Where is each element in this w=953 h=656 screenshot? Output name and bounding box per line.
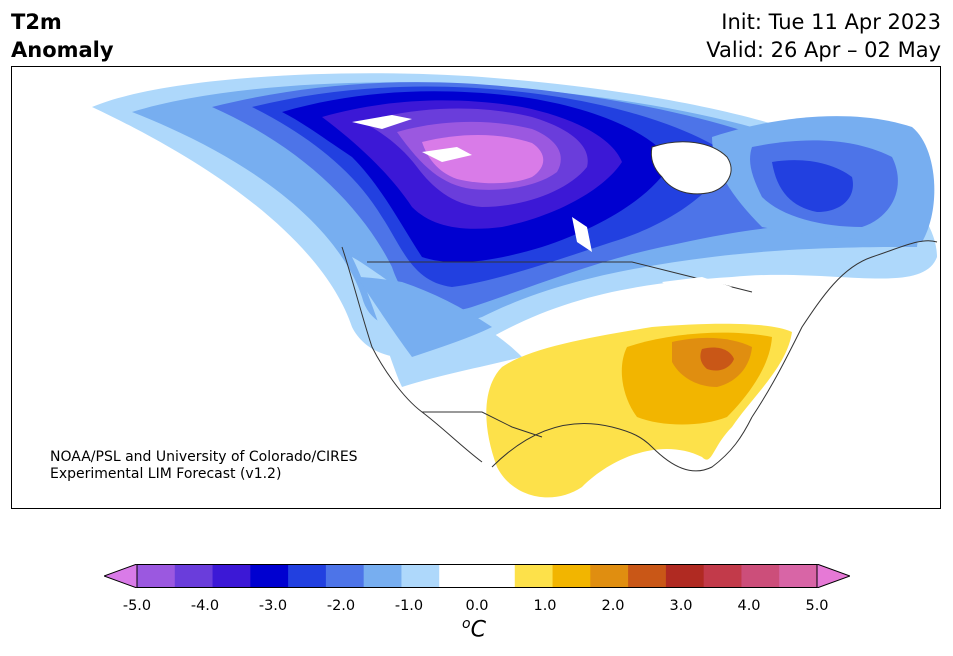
unit-degree-sup: o — [462, 616, 471, 632]
colorbar-box — [137, 564, 176, 588]
colorbar-frame — [136, 564, 818, 588]
colorbar-svg — [102, 563, 852, 589]
colorbar-tick-label: -2.0 — [326, 598, 356, 614]
title-line-1: T2m — [11, 10, 62, 34]
colorbar-box — [288, 564, 327, 588]
unit-letter: C — [470, 617, 486, 643]
colorbar-ticks: -5.0 -4.0 -3.0 -2.0 -1.0 0.0 1.0 2.0 3.0 4.0 5.0 — [0, 598, 953, 618]
valid-dates: Valid: 26 Apr – 02 May — [706, 38, 941, 62]
colorbar-box — [174, 564, 214, 588]
colorbar-tick-label: 0.0 — [465, 598, 489, 614]
colorbar-box — [741, 564, 780, 588]
colorbar-tick-label: -1.0 — [394, 598, 424, 614]
colorbar — [102, 563, 852, 589]
colorbar-box — [401, 564, 440, 588]
colorbar-tick-label: 4.0 — [737, 598, 761, 614]
colorbar-box — [628, 564, 667, 588]
colorbar-tick-label: 3.0 — [669, 598, 693, 614]
contour-cold-west-2 — [357, 277, 492, 357]
lakes — [352, 115, 732, 297]
colorbar-box — [325, 564, 365, 588]
colorbar-tick-label: 2.0 — [601, 598, 625, 614]
map-canvas — [92, 67, 940, 498]
colorbar-tick-label: 5.0 — [805, 598, 829, 614]
us-mexico-border — [422, 411, 543, 438]
map-title: T2m Anomaly — [11, 8, 114, 64]
colorbar-box — [703, 564, 742, 588]
forecast-dates: Init: Tue 11 Apr 2023 Valid: 26 Apr – 02… — [706, 8, 941, 64]
colorbar-extend-low — [102, 563, 138, 589]
colorbar-box — [250, 564, 289, 588]
colorbar-tick-label: -3.0 — [258, 598, 288, 614]
hudson-bay — [650, 141, 732, 195]
colorbar-unit: oC — [462, 616, 486, 642]
colorbar-box — [514, 564, 554, 588]
arctic-land — [672, 67, 940, 107]
warm-anomaly-field — [486, 323, 792, 498]
contour-cold-east-3 — [772, 160, 853, 212]
colorbar-box — [363, 564, 402, 588]
boundaries — [341, 141, 938, 472]
colorbar-box — [590, 564, 629, 588]
colorbar-tick-label: 1.0 — [533, 598, 557, 614]
coastline-gulf — [491, 416, 753, 472]
contour-cold-9 — [422, 134, 544, 184]
colorbar-extend-high — [816, 563, 852, 589]
lake-great-bear — [352, 115, 412, 129]
colorbar-box — [477, 564, 516, 588]
init-date: Init: Tue 11 Apr 2023 — [721, 10, 941, 34]
credit-line-2: Experimental LIM Forecast (v1.2) — [50, 466, 282, 482]
colorbar-box — [665, 564, 705, 588]
colorbar-box — [439, 564, 478, 588]
contour-warm-4 — [700, 347, 734, 371]
great-lakes — [662, 277, 732, 297]
credit-line-1: NOAA/PSL and University of Colorado/CIRE… — [50, 449, 358, 465]
cold-anomaly-field — [92, 73, 937, 387]
colorbar-box — [212, 564, 251, 588]
credit-text: NOAA/PSL and University of Colorado/CIRE… — [50, 449, 358, 483]
lake-winnipeg — [572, 217, 592, 252]
lake-great-slave — [422, 147, 472, 162]
coastline-west — [341, 246, 483, 463]
colorbar-box — [552, 564, 591, 588]
coastline-east — [751, 240, 938, 418]
title-line-2: Anomaly — [11, 38, 114, 62]
anomaly-map: NOAA/PSL and University of Colorado/CIRE… — [11, 66, 941, 509]
colorbar-tick-label: -4.0 — [190, 598, 220, 614]
us-canada-border — [367, 261, 753, 293]
colorbar-tick-label: -5.0 — [122, 598, 152, 614]
colorbar-box — [779, 564, 818, 588]
